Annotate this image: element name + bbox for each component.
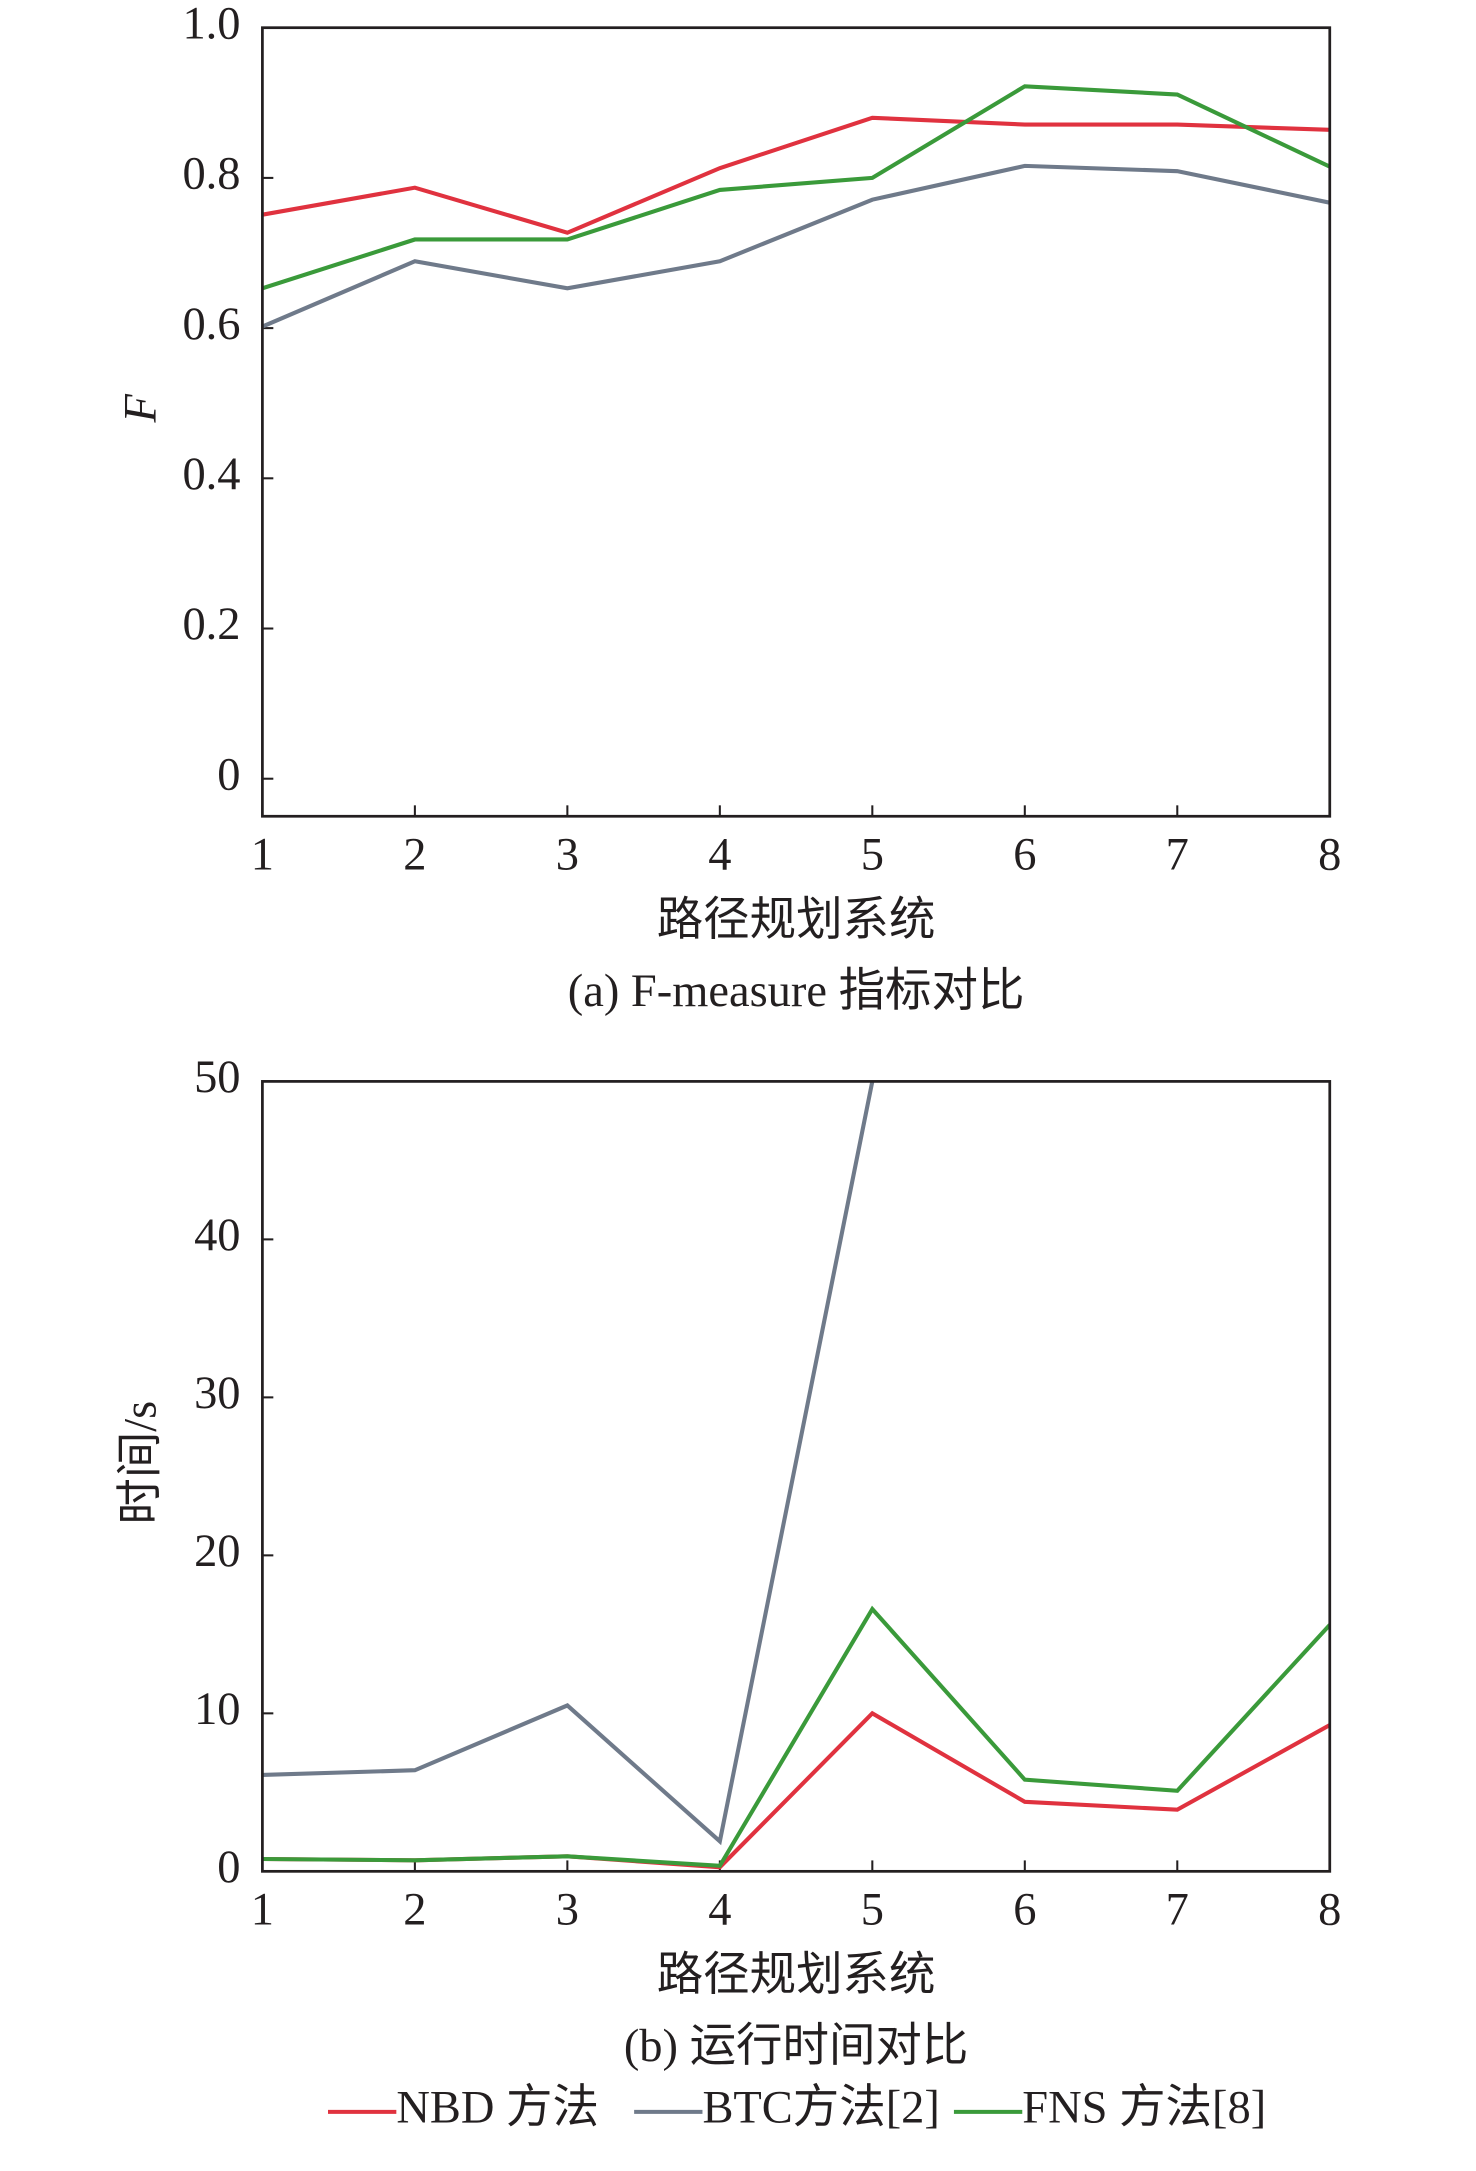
x-tick-label: 1 — [251, 829, 274, 880]
legend-label: NBD 方法 — [396, 2083, 599, 2134]
x-tick-label: 6 — [1013, 829, 1036, 880]
series-line — [262, 1605, 1330, 1868]
x-tick-label: 2 — [403, 1884, 426, 1935]
plot-frame — [261, 1080, 1332, 1873]
series-line — [262, 115, 1330, 235]
x-tick-label: 4 — [708, 1884, 731, 1935]
x-axis-label: 路径规划系统 — [657, 1950, 936, 2001]
series-line — [262, 1081, 875, 1846]
y-tick-label: 20 — [194, 1526, 240, 1577]
x-tick-label: 8 — [1318, 1884, 1341, 1935]
legend-label: BTC方法[2] — [702, 2083, 939, 2134]
x-tick-label: 5 — [861, 1884, 884, 1935]
y-tick-label: 0.4 — [182, 449, 240, 500]
x-tick-label: 7 — [1166, 829, 1189, 880]
x-tick-label: 7 — [1166, 1884, 1189, 1935]
y-tick-label: 0.6 — [182, 299, 240, 350]
y-tick-label: 0.2 — [182, 599, 240, 650]
y-axis-label: F — [116, 394, 167, 424]
y-tick-label: 30 — [194, 1368, 240, 1419]
y-tick-label: 40 — [194, 1210, 240, 1261]
caption: (a) F-measure 指标对比 — [568, 966, 1025, 1017]
x-tick-label: 1 — [251, 1884, 274, 1935]
x-axis-label: 路径规划系统 — [657, 895, 936, 946]
y-tick-label: 1.0 — [182, 0, 240, 49]
x-tick-label: 2 — [403, 829, 426, 880]
x-tick-label: 8 — [1318, 829, 1341, 880]
legend-label: FNS 方法[8] — [1022, 2083, 1266, 2134]
y-tick-label: 50 — [194, 1052, 240, 1103]
y-tick-label: 0 — [217, 1842, 240, 1893]
x-tick-label: 6 — [1013, 1884, 1036, 1935]
y-axis-label: 时间/s — [116, 1401, 167, 1525]
x-tick-label: 4 — [708, 829, 731, 880]
series-line — [262, 163, 1330, 329]
plot-frame — [261, 26, 1332, 818]
x-tick-label: 3 — [556, 1884, 579, 1935]
series-line — [262, 84, 1330, 291]
y-tick-label: 0.8 — [182, 149, 240, 200]
x-tick-label: 5 — [861, 829, 884, 880]
caption: (b) 运行时间对比 — [624, 2021, 968, 2072]
y-tick-label: 10 — [194, 1684, 240, 1735]
y-tick-label: 0 — [217, 749, 240, 800]
x-tick-label: 3 — [556, 829, 579, 880]
